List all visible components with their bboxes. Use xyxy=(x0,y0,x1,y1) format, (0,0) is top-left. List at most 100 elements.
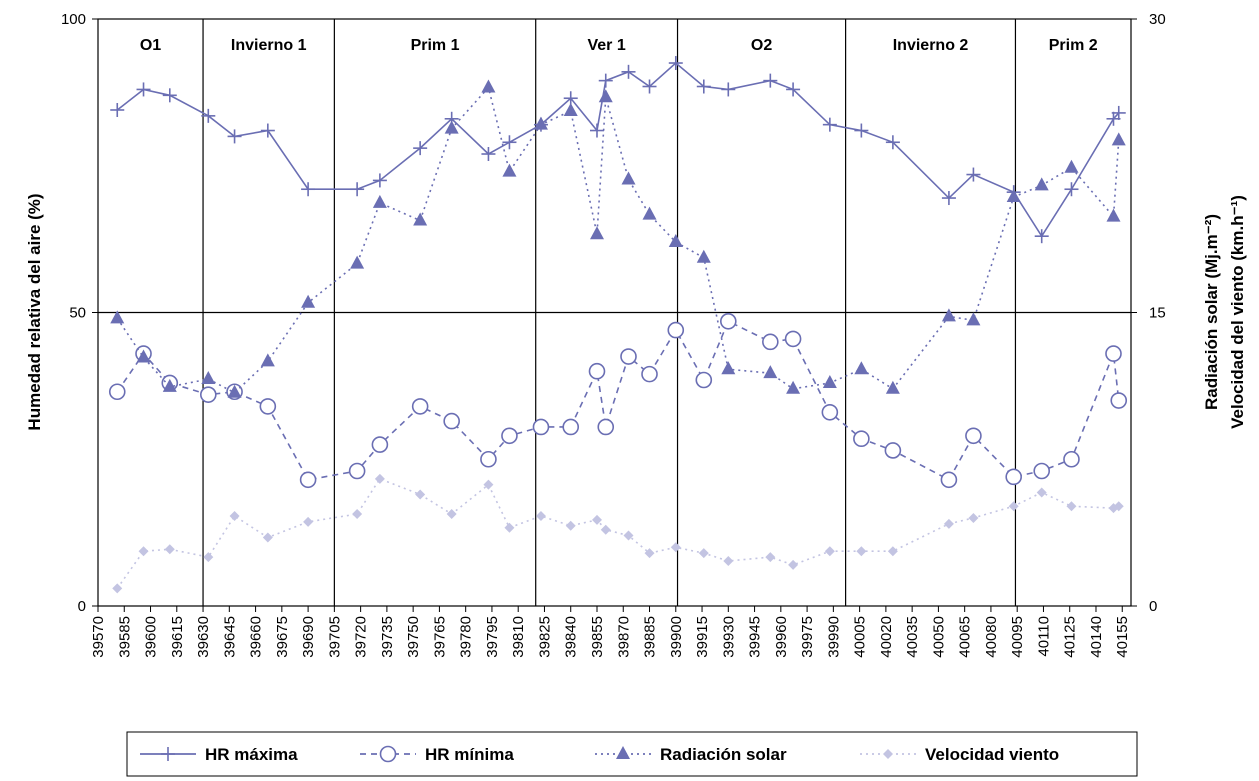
data-point xyxy=(444,120,459,134)
data-point xyxy=(941,191,956,206)
y-axis-right-label-line1: Radiación solar (Mj.m⁻²) xyxy=(1202,214,1221,410)
data-point xyxy=(501,427,518,445)
data-point xyxy=(598,89,613,103)
x-tick-label: 39615 xyxy=(169,616,186,658)
x-tick-label: 39765 xyxy=(431,616,448,658)
data-point xyxy=(966,167,981,182)
legend: HR máxima HR mínima Radiación solar Velocid… xyxy=(126,731,1138,777)
data-point xyxy=(301,182,316,197)
data-point xyxy=(721,82,736,97)
series-line xyxy=(116,61,1120,238)
data-point xyxy=(941,308,956,322)
data-point xyxy=(1110,392,1128,409)
x-tick-label: 40125 xyxy=(1062,616,1079,658)
data-point xyxy=(502,163,517,177)
data-point xyxy=(136,349,151,363)
legend-marker xyxy=(161,747,175,761)
period-label: Ver 1 xyxy=(587,37,625,54)
x-tick-label: 39585 xyxy=(116,616,133,658)
data-point xyxy=(822,374,837,388)
data-point xyxy=(668,56,683,71)
y-right-tick-label: 15 xyxy=(1149,305,1166,322)
data-point xyxy=(162,378,177,392)
x-tick-label: 39840 xyxy=(563,616,580,658)
data-point xyxy=(301,294,316,308)
data-point xyxy=(374,473,385,484)
data-point xyxy=(1034,229,1049,244)
data-point xyxy=(502,135,517,150)
data-point xyxy=(303,516,314,527)
x-tick-label: 39600 xyxy=(143,616,160,658)
data-point xyxy=(260,123,275,138)
legend-marker xyxy=(616,746,630,759)
legend-marker xyxy=(379,745,397,763)
data-point xyxy=(480,450,497,468)
data-point xyxy=(885,380,900,394)
data-point xyxy=(591,514,602,525)
x-tick-label: 39825 xyxy=(536,616,553,658)
data-point xyxy=(259,398,277,415)
period-dividers xyxy=(202,19,1017,606)
data-point xyxy=(110,310,125,324)
series-circle xyxy=(108,313,1128,489)
data-point xyxy=(822,117,837,132)
data-point xyxy=(565,520,576,531)
x-tick-label: 40050 xyxy=(930,616,947,658)
data-point xyxy=(784,330,802,348)
data-point xyxy=(1005,468,1022,486)
data-point xyxy=(136,82,151,97)
data-point xyxy=(262,532,273,543)
data-point xyxy=(884,442,902,459)
x-tick-label: 39810 xyxy=(510,616,527,658)
data-point xyxy=(481,147,496,162)
data-point xyxy=(1066,501,1077,512)
data-point xyxy=(446,509,457,520)
data-point xyxy=(667,321,685,339)
data-point xyxy=(164,544,175,555)
data-point xyxy=(763,365,778,379)
x-tick-label: 39570 xyxy=(90,616,107,658)
data-point xyxy=(621,64,636,79)
series-diamond xyxy=(112,473,1124,594)
data-point xyxy=(1063,450,1080,468)
data-point xyxy=(696,79,711,94)
legend-marker xyxy=(883,749,893,759)
data-point xyxy=(943,518,954,529)
data-point xyxy=(720,313,737,330)
series-line xyxy=(116,477,1120,589)
series-plus xyxy=(110,56,1126,244)
x-tick-label: 39735 xyxy=(379,616,396,658)
series-triangle xyxy=(110,79,1126,398)
period-labels: O1 Invierno 1 Prim 1 Ver 1 O2 Invierno 2 Prim … xyxy=(140,37,1098,54)
data-point xyxy=(589,226,604,240)
data-point xyxy=(642,206,657,220)
x-tick-label: 39930 xyxy=(720,616,737,658)
data-point xyxy=(350,182,365,197)
data-point xyxy=(371,436,389,453)
y-axis-right-label-line2: Velocidad del viento (km.h⁻¹) xyxy=(1228,195,1247,429)
x-tick-label: 40095 xyxy=(1009,616,1026,658)
data-point xyxy=(112,583,123,594)
data-point xyxy=(415,489,426,500)
series-line xyxy=(116,320,1120,481)
period-label: Invierno 1 xyxy=(231,37,307,54)
data-point xyxy=(563,102,578,116)
y-left-tick-label: 50 xyxy=(69,305,86,322)
x-tick-label: 39945 xyxy=(747,616,764,658)
data-point xyxy=(588,362,606,380)
period-label: O1 xyxy=(140,37,161,54)
data-point xyxy=(620,348,637,365)
data-point xyxy=(589,123,604,138)
data-point xyxy=(227,384,242,398)
data-point xyxy=(162,88,177,103)
data-point xyxy=(504,522,515,533)
y-axis-left-label: Humedad relativa del aire (%) xyxy=(25,193,44,430)
data-point xyxy=(1105,345,1122,362)
data-point xyxy=(621,171,636,185)
data-point xyxy=(563,91,578,106)
data-point xyxy=(1036,487,1047,498)
legend-label: Radiación solar xyxy=(660,745,787,764)
data-point xyxy=(940,471,958,489)
x-tick-label: 40005 xyxy=(852,616,869,658)
